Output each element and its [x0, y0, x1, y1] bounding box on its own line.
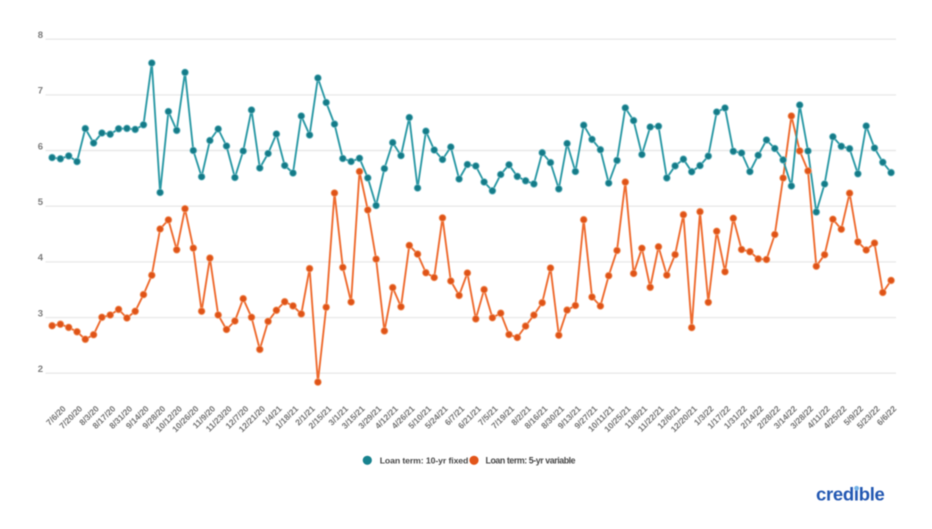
svg-text:2: 2 [38, 364, 43, 375]
svg-text:4: 4 [38, 253, 44, 264]
svg-text:Loan term: 5-yr variable: Loan term: 5-yr variable [486, 456, 576, 466]
svg-text:3: 3 [38, 308, 43, 319]
svg-text:6: 6 [38, 141, 43, 152]
svg-text:8: 8 [38, 30, 43, 41]
svg-text:5: 5 [38, 197, 44, 208]
svg-text:7: 7 [38, 86, 43, 97]
svg-text:Loan term: 10-yr fixed: Loan term: 10-yr fixed [380, 456, 469, 466]
svg-text:credible: credible [816, 484, 885, 505]
